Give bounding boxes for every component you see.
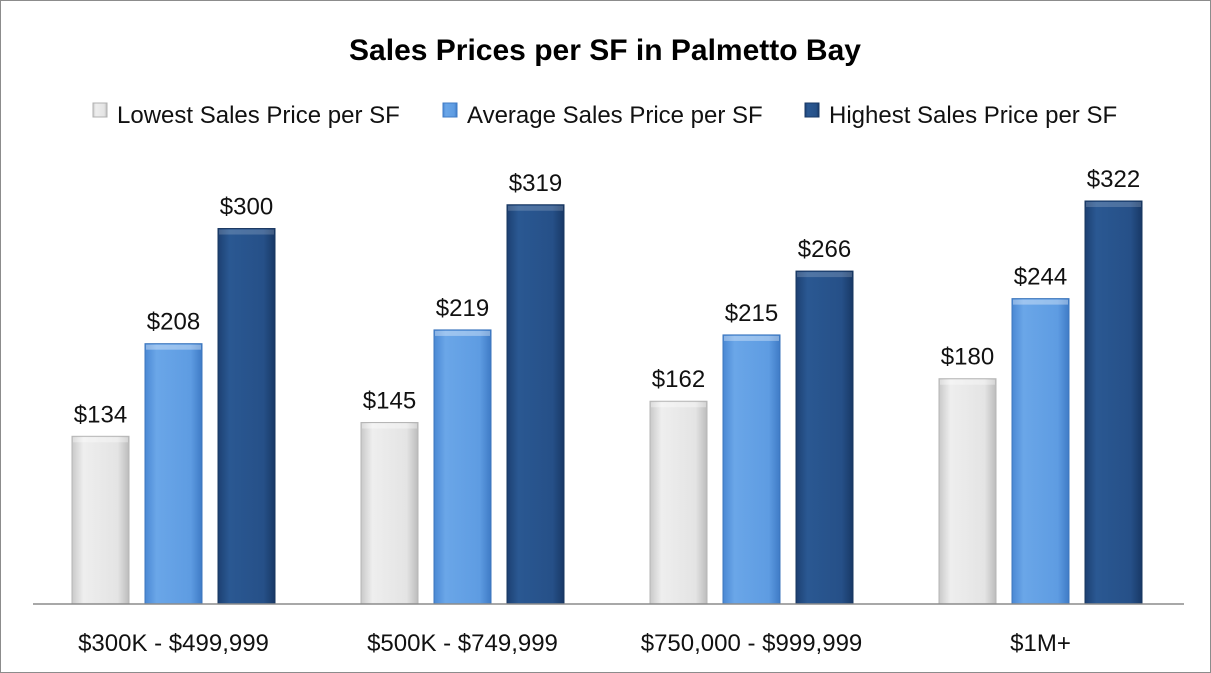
legend-label-lowest: Lowest Sales Price per SF	[117, 102, 400, 129]
category-labels: $300K - $499,999 $500K - $749,999 $750,000…	[78, 630, 1071, 657]
data-label-highest-3: $266	[798, 236, 851, 263]
data-label-lowest-2: $145	[363, 388, 416, 415]
bars-layer: $134 $208 $300 $145 $219 $319 $162 $215 $266 $180…	[71, 166, 1143, 605]
bar-bevel-highest-4	[1086, 202, 1141, 207]
legend-swatch-highest	[804, 102, 820, 118]
legend-swatch-lowest	[92, 102, 108, 118]
data-label-average-2: $219	[436, 295, 489, 322]
data-label-highest-1: $300	[220, 194, 273, 221]
legend-swatch-average	[442, 102, 458, 118]
bar-bevel-highest-3	[797, 272, 852, 278]
category-label-3: $750,000 - $999,999	[641, 630, 863, 657]
bar-bevel-highest-2	[508, 205, 563, 211]
bar-bevel-lowest-1	[73, 437, 128, 443]
bar-highest-4	[1084, 200, 1143, 605]
category-label-4: $1M+	[1010, 630, 1071, 657]
category-label-1: $300K - $499,999	[78, 630, 269, 657]
bar-bevel-average-2	[435, 330, 490, 336]
bar-bevel-average-3	[724, 335, 779, 341]
data-label-lowest-3: $162	[652, 366, 705, 393]
data-label-average-3: $215	[725, 300, 778, 327]
bar-highest-1	[217, 228, 276, 605]
bar-bevel-lowest-4	[940, 379, 995, 385]
bar-bevel-highest-1	[219, 229, 274, 235]
bar-bevel-average-4	[1013, 299, 1068, 305]
data-label-highest-4: $322	[1087, 166, 1140, 193]
bar-lowest-1	[71, 435, 130, 605]
chart-title: Sales Prices per SF in Palmetto Bay	[349, 34, 861, 67]
bar-average-1	[144, 343, 203, 605]
bar-highest-3	[795, 270, 854, 605]
data-label-average-1: $208	[147, 309, 200, 336]
legend-label-average: Average Sales Price per SF	[467, 102, 763, 129]
data-label-average-4: $244	[1014, 264, 1067, 291]
bar-bevel-lowest-2	[362, 423, 417, 429]
bar-average-2	[433, 329, 492, 605]
legend-label-highest: Highest Sales Price per SF	[829, 102, 1117, 129]
bar-lowest-3	[649, 400, 708, 605]
bar-lowest-4	[938, 378, 997, 605]
data-label-lowest-1: $134	[74, 401, 127, 428]
bar-bevel-lowest-3	[651, 402, 706, 408]
bar-highest-2	[506, 204, 565, 605]
bar-lowest-2	[360, 422, 419, 605]
legend: Lowest Sales Price per SF Average Sales …	[92, 102, 1117, 129]
category-label-2: $500K - $749,999	[367, 630, 558, 657]
bar-average-4	[1011, 298, 1070, 605]
bar-bevel-average-1	[146, 344, 201, 350]
bar-average-3	[722, 334, 781, 605]
data-label-lowest-4: $180	[941, 344, 994, 371]
data-label-highest-2: $319	[509, 170, 562, 197]
